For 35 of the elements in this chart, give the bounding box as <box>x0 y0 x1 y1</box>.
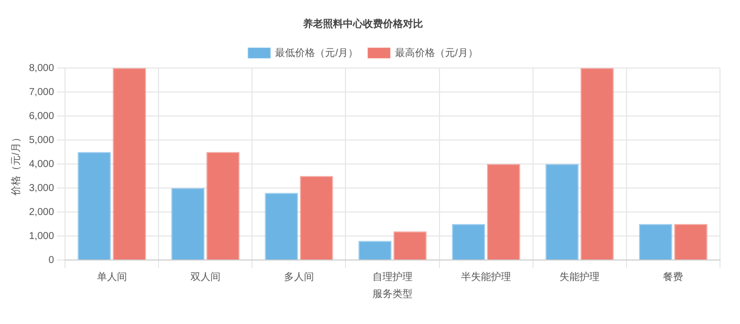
bar <box>639 224 672 260</box>
bar <box>358 240 392 260</box>
bar <box>112 68 146 260</box>
x-tick-label: 失能护理 <box>560 270 600 283</box>
x-tick-label: 双人间 <box>190 270 220 283</box>
x-tick-label: 半失能护理 <box>461 270 512 283</box>
x-tick-label: 餐费 <box>663 270 684 283</box>
bar <box>452 224 486 260</box>
bar <box>580 68 614 260</box>
bar <box>171 188 204 260</box>
y-tick-label: 3,000 <box>28 182 54 194</box>
y-tick-label: 4,000 <box>28 158 54 170</box>
y-tick-label: 6,000 <box>28 110 54 122</box>
x-tick-label: 多人间 <box>284 270 314 283</box>
x-axis-title: 服务类型 <box>372 288 413 300</box>
y-tick-label: 2,000 <box>28 206 54 218</box>
y-axis-title: 价格（元/月） <box>10 132 22 196</box>
legend-label: 最低价格（元/月） <box>275 46 358 59</box>
bar <box>545 164 579 260</box>
y-tick-label: 5,000 <box>28 134 54 146</box>
x-tick-label: 自理护理 <box>372 270 413 283</box>
bar <box>206 152 240 260</box>
y-tick-label: 0 <box>48 254 54 266</box>
bar <box>300 176 334 260</box>
chart-title: 养老照料中心收费价格对比 <box>302 18 423 30</box>
bar <box>486 164 520 260</box>
y-tick-label: 1,000 <box>28 230 54 242</box>
x-tick-label: 单人间 <box>96 270 127 283</box>
bar <box>393 231 427 260</box>
y-tick-label: 8,000 <box>28 62 54 74</box>
y-tick-label: 7,000 <box>28 86 54 98</box>
bar <box>264 192 298 260</box>
bar <box>674 224 708 260</box>
legend-label: 最高价格（元/月） <box>395 46 478 59</box>
bar <box>78 152 111 260</box>
